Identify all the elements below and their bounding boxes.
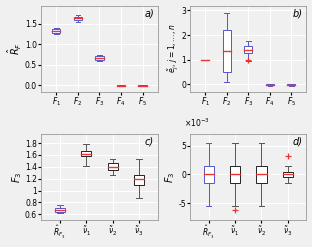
Bar	[256, 166, 266, 183]
Y-axis label: $F_3$: $F_3$	[10, 172, 24, 183]
Text: $\times10^{-3}$: $\times10^{-3}$	[184, 117, 210, 129]
Bar	[55, 208, 65, 212]
Bar	[52, 29, 61, 33]
Bar	[266, 84, 274, 85]
Bar	[108, 163, 118, 170]
Text: c): c)	[145, 137, 154, 147]
Y-axis label: $\tilde{e}_j,\, j=1,\ldots,n$: $\tilde{e}_j,\, j=1,\ldots,n$	[166, 24, 180, 73]
Y-axis label: $F_3$: $F_3$	[163, 172, 177, 183]
Bar	[95, 56, 104, 60]
Bar	[204, 166, 214, 183]
Bar	[81, 151, 91, 156]
Bar	[223, 30, 231, 72]
Text: a): a)	[144, 8, 154, 18]
Text: b): b)	[293, 8, 303, 18]
Bar	[287, 84, 295, 85]
Y-axis label: $\hat{R}_F$: $\hat{R}_F$	[6, 42, 24, 55]
Bar	[283, 171, 293, 177]
Bar	[117, 85, 125, 86]
Bar	[74, 17, 82, 20]
Bar	[230, 166, 240, 183]
Text: d): d)	[293, 137, 303, 147]
Bar	[244, 46, 252, 53]
Bar	[134, 175, 144, 185]
Bar	[139, 85, 147, 86]
